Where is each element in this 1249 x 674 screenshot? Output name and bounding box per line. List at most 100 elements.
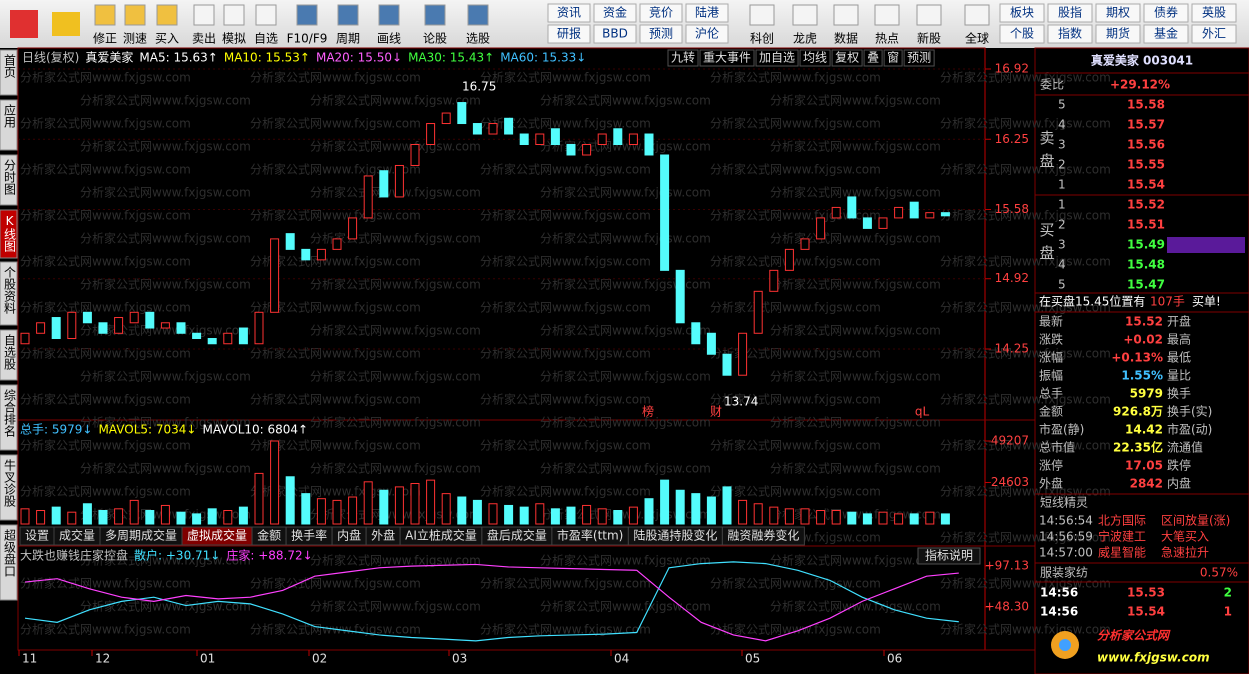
tool-button[interactable] [1191,24,1237,44]
candle [784,248,794,271]
watermark: 分析家公式网www.fxjgsw.com [250,70,421,85]
tool-button[interactable] [685,24,729,44]
tool-button-label: 指数 [1058,26,1082,41]
candle [628,133,638,146]
volume-bar [363,481,373,525]
tool-label: 模拟 [222,32,246,46]
tool-icon[interactable] [792,4,818,26]
indicator-tab-label[interactable]: 换手率 [291,528,327,543]
indicator-tab-label[interactable]: 融资融券变化 [727,528,799,543]
tool-icon[interactable] [874,4,900,26]
chart-button-frame[interactable] [903,49,935,67]
tool-button[interactable] [1047,3,1093,23]
volume-bar [675,489,685,525]
tool-button[interactable] [1095,24,1141,44]
book-price: 15.52 [1127,198,1165,212]
indicator-tab-label[interactable]: 外盘 [371,528,395,543]
chart-button-frame[interactable] [755,49,799,67]
tool-icon[interactable] [749,4,775,26]
tool-button[interactable] [999,24,1045,44]
candle [441,112,451,125]
tool-button[interactable] [639,24,683,44]
indicator-tab-label[interactable]: 内盘 [337,528,361,543]
tool-icon[interactable] [424,4,446,26]
side-tab[interactable] [0,154,18,206]
tool-icon[interactable] [833,4,859,26]
tool-icon[interactable] [94,4,116,26]
tool-button[interactable] [1047,24,1093,44]
chart-button-frame[interactable] [799,49,831,67]
chart-button[interactable]: 预测 [907,51,931,65]
tool-button[interactable] [1095,3,1141,23]
chart-button-frame[interactable] [883,49,903,67]
indicator-tab-label[interactable]: 成交量 [59,528,95,543]
tool-icon[interactable] [467,4,489,26]
side-tab[interactable] [0,329,18,381]
indicator-tab-label[interactable]: 设置 [25,529,49,543]
tool-icon[interactable] [964,4,990,26]
indicator-tab-label[interactable]: 盘后成交量 [487,528,547,543]
chart-button[interactable]: 九转 [671,50,695,65]
chart-button[interactable]: 叠 [867,51,879,65]
chart-button[interactable]: 窗 [887,51,899,65]
quote-label: 最高 [1167,332,1191,347]
tool-button[interactable] [1143,24,1189,44]
tool-button[interactable] [547,3,591,23]
tool-icon[interactable] [255,4,277,26]
tool-button[interactable] [639,3,683,23]
indicator-tab-label[interactable]: AI立桩成交量 [405,528,477,543]
volume-bar [582,504,592,525]
side-tab[interactable] [0,99,18,151]
tool-button[interactable] [999,3,1045,23]
side-tab[interactable] [0,49,18,96]
tool-icon[interactable] [916,4,942,26]
chart-button[interactable]: 重大事件 [703,51,751,65]
chart-button[interactable]: 均线 [803,51,827,65]
chart-header: MA5: 15.63↑ [139,51,217,65]
indicator-tab-label[interactable]: 虚拟成交量 [187,528,247,543]
indicator-tab-label[interactable]: 金额 [257,528,281,543]
indicator-tab[interactable] [721,526,805,546]
candle [238,327,248,345]
tool-icon[interactable] [223,4,245,26]
watermark: 分析家公式网www.fxjgsw.com [310,415,481,430]
tool-button[interactable] [1143,3,1189,23]
back-icon[interactable] [52,12,80,36]
volume-bar [847,511,857,525]
tool-button[interactable] [593,3,637,23]
chart-button[interactable]: 复权 [835,51,859,65]
chart-button-frame[interactable] [699,49,755,67]
tool-icon[interactable] [124,4,146,26]
book-level: 3 [1058,238,1066,252]
chart-button[interactable]: 加自选 [759,51,795,65]
help-button[interactable] [917,547,981,565]
watermark: 分析家公式网www.fxjgsw.com [770,415,941,430]
watermark: 分析家公式网www.fxjgsw.com [310,323,481,338]
tool-button[interactable] [685,3,729,23]
chart-button-frame[interactable] [831,49,863,67]
side-tab-label: 自选股 [3,334,17,371]
indicator-tab-label[interactable]: 多周期成交量 [105,528,177,543]
side-tab[interactable] [0,384,18,451]
tool-icon[interactable] [378,4,400,26]
tool-button[interactable] [1191,3,1237,23]
side-tab[interactable] [0,261,18,326]
watermark: 分析家公式网www.fxjgsw.com [770,461,941,476]
indicator-tab-label[interactable]: 市盈率(ttm) [557,528,623,543]
indicator-tab-label[interactable]: 陆股通持股变化 [633,528,717,543]
chart-button-frame[interactable] [863,49,883,67]
side-tab[interactable] [0,524,18,601]
tool-button[interactable] [547,24,591,44]
side-tab[interactable] [0,454,18,521]
volume-bar [644,498,654,525]
watermark: 分析家公式网www.fxjgsw.com [710,438,881,453]
tool-button[interactable] [593,24,637,44]
side-tab[interactable] [0,209,18,259]
tool-icon[interactable] [156,4,178,26]
tool-icon[interactable] [337,4,359,26]
tool-icon[interactable] [193,4,215,26]
tool-icon[interactable] [296,4,318,26]
side-tab-label: 超级盘口 [3,528,17,577]
chart-button-frame[interactable] [667,49,699,67]
